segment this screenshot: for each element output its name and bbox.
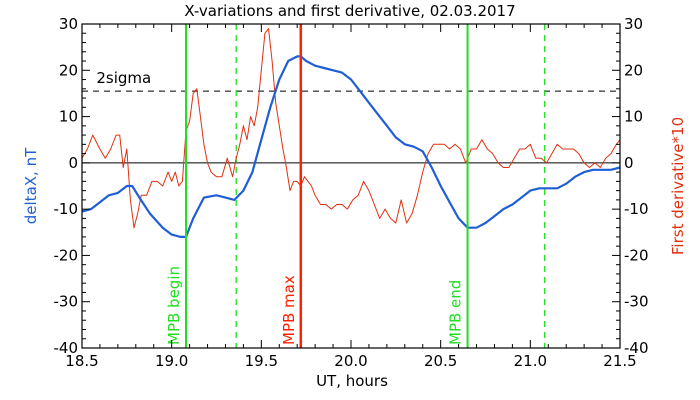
- y-tick-label-left: 0: [68, 154, 78, 172]
- mpb-max-label: MPB max: [280, 275, 298, 345]
- chart-title: X-variations and first derivative, 02.03…: [184, 2, 515, 20]
- plot-area: 2sigma MPB begin MPB max MPB end 18.5 19.0 19.…: [54, 15, 649, 370]
- x-tick-label: 19.0: [155, 352, 188, 370]
- x-tick-label: 20.0: [334, 352, 367, 370]
- two-sigma-label: 2sigma: [96, 69, 151, 87]
- series-line-first-derivative: [81, 28, 621, 229]
- y-tick-label-right: -40: [624, 339, 649, 357]
- y-tick-label-right: 20: [624, 61, 643, 79]
- x-axis-label: UT, hours: [316, 372, 388, 390]
- x-tick-label: 20.5: [424, 352, 457, 370]
- y-tick-label-right: -20: [624, 246, 649, 264]
- x-tick-label: 21.0: [514, 352, 547, 370]
- y-tick-label-right: 30: [624, 15, 643, 33]
- y-tick-label-right: 0: [624, 154, 634, 172]
- y-tick-label-right: 10: [624, 108, 643, 126]
- y-tick-label-left: -30: [54, 293, 79, 311]
- y-axis-label-right: First derivative*10: [669, 117, 687, 255]
- y-axis-label-left: deltaX, nT: [22, 147, 40, 224]
- y-tick-label-left: -40: [54, 339, 79, 357]
- mpb-begin-label: MPB begin: [165, 266, 183, 345]
- y-tick-label-left: 10: [59, 108, 78, 126]
- x-tick-label: 21.5: [603, 352, 636, 370]
- x-tick-label: 19.5: [245, 352, 278, 370]
- y-tick-label-left: -10: [54, 200, 79, 218]
- y-tick-label-left: 30: [59, 15, 78, 33]
- y-tick-label-left: 20: [59, 61, 78, 79]
- series-line-deltax: [81, 55, 621, 238]
- y-tick-label-right: -10: [624, 200, 649, 218]
- x-tick-label: 18.5: [65, 352, 98, 370]
- mpb-end-label: MPB end: [447, 280, 465, 345]
- y-tick-label-left: -20: [54, 246, 79, 264]
- y-tick-label-right: -30: [624, 293, 649, 311]
